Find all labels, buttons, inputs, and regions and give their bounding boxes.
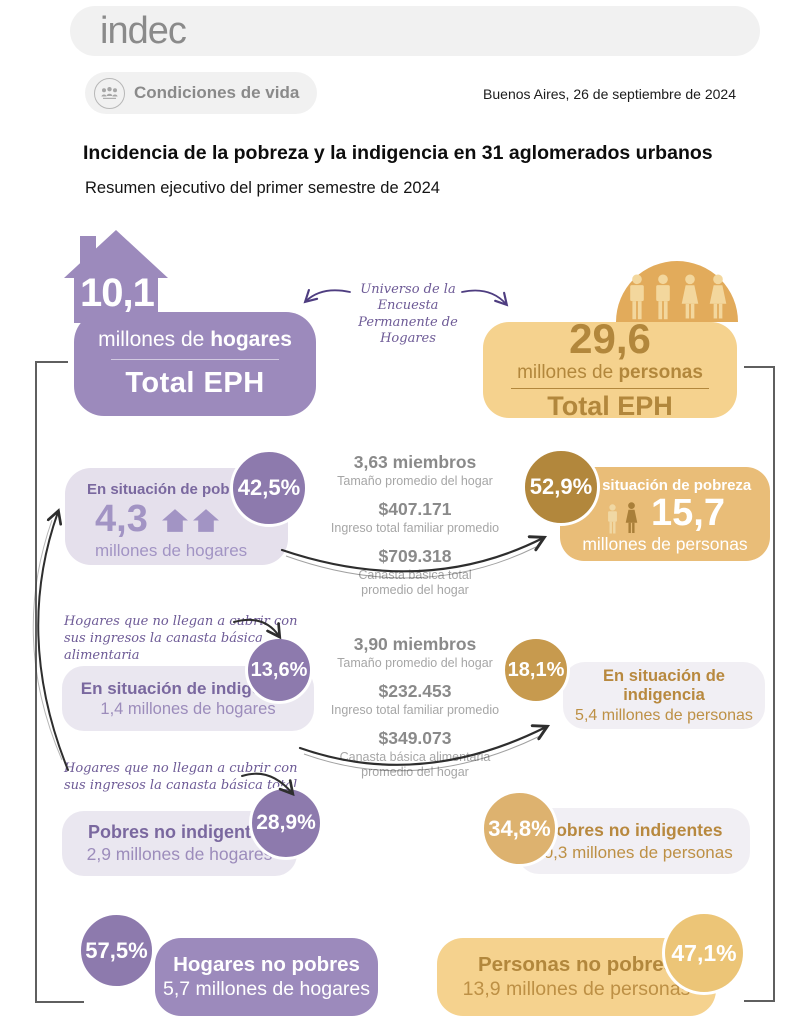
persons-total-card: 29,6 millones de personas Total EPH [483, 318, 737, 421]
poverty-households-unit: millones de hogares [95, 540, 248, 560]
stat-caption: Canasta básica alimentaria [339, 749, 491, 764]
poverty-persons-label: En situación de pobreza [578, 477, 752, 494]
page-title: Incidencia de la pobreza y la indigencia… [83, 142, 713, 164]
pni-households-pct-badge: 28,9% [249, 786, 323, 860]
households-total-card: millones de hogares Total EPH [74, 312, 316, 416]
indigence-households-label: En situación de indigencia [80, 678, 296, 698]
households-total-value: 10,1 [80, 271, 155, 315]
logo-pill: indec [70, 6, 760, 56]
poor-not-indigent-definition-note: Hogares que no llegan a cubrir con sus i… [64, 761, 298, 793]
section-label: Condiciones de vida [134, 83, 300, 102]
pni-households-label: Pobres no indigentes [87, 822, 272, 842]
pni-households-value: 2,9 millones de hogares [86, 844, 273, 864]
persons-total-value: 29,6 [569, 315, 651, 362]
arrow-echo [32, 519, 63, 761]
poverty-persons-unit: millones de personas [582, 533, 748, 554]
pni-persons-label: Pobres no indigentes [544, 819, 723, 840]
stat-caption: Ingreso total familiar promedio [330, 520, 500, 535]
not-poor-persons-value: 13,9 millones de personas [462, 978, 691, 1000]
stat-caption: promedio del hogar [361, 764, 469, 779]
stat-value: $349.073 [378, 727, 452, 748]
poverty-households-label: En situación de pobreza [87, 481, 260, 498]
indec-logo: indec [100, 9, 187, 52]
poverty-average-stats: 3,63 miembros Tamaño promedio del hogar $… [327, 452, 503, 608]
not-poor-households-value: 5,7 millones de hogares [162, 978, 371, 1000]
stat-value: $407.171 [378, 498, 452, 519]
pni-persons-value: 10,3 millones de personas [534, 842, 733, 862]
stat-caption: promedio del hogar [361, 582, 469, 597]
indigence-households-value: 1,4 millones de hogares [100, 699, 276, 718]
people-group-icon [94, 77, 125, 109]
indigence-persons-label: En situación de indigencia [603, 666, 725, 704]
poverty-persons-pct-badge: 52,9% [522, 448, 600, 526]
divider [111, 359, 279, 360]
persons-unit: millones de personas [511, 360, 709, 389]
universe-note: Universo de la Encuesta Permanente de Ho… [358, 282, 458, 346]
dateline: Buenos Aires, 26 de septiembre de 2024 [483, 86, 736, 102]
universe-arrow-left-icon [303, 288, 351, 304]
persons-total-label: Total EPH [547, 391, 673, 421]
indigence-households-pct-badge: 13,6% [245, 636, 313, 704]
poverty-households-card: En situación de pobreza 4,3 millones de … [65, 468, 288, 565]
stat-value: $232.453 [378, 680, 452, 701]
indigence-persons-value: 5,4 millones de personas [575, 706, 753, 724]
stat-caption: Tamaño promedio del hogar [337, 473, 493, 488]
not-poor-persons-label: Personas no pobres [477, 953, 676, 976]
not-poor-households-pct-badge: 57,5% [78, 912, 155, 989]
stat-value: $709.318 [378, 545, 452, 566]
households-total-label: Total EPH [125, 367, 265, 399]
poverty-persons-value: 15,7 [651, 492, 725, 534]
stat-caption: Ingreso total familiar promedio [330, 702, 500, 717]
stat-value: 3,63 miembros [353, 452, 477, 472]
indigence-persons-card: En situación de indigencia 5,4 millones … [563, 662, 765, 729]
page-subtitle: Resumen ejecutivo del primer semestre de… [85, 179, 440, 197]
stat-caption: Tamaño promedio del hogar [337, 655, 493, 670]
stat-value: 3,90 miembros [353, 634, 477, 654]
poverty-households-pct-badge: 42,5% [230, 449, 308, 527]
houses-icon [161, 509, 219, 532]
poverty-households-value: 4,3 [95, 498, 148, 540]
indigence-average-stats: 3,90 miembros Tamaño promedio del hogar $… [327, 634, 503, 790]
people-dome-icon [616, 261, 738, 322]
universe-arrow-right-icon [461, 289, 509, 307]
not-poor-persons-pct-badge: 47,1% [662, 911, 746, 995]
poverty-persons-card: En situación de pobreza 15,7 millones de… [560, 467, 770, 561]
stat-caption: Canasta básica total [358, 567, 472, 582]
not-poor-households-label: Hogares no pobres [173, 953, 360, 976]
section-badge: Condiciones de vida [85, 72, 317, 114]
not-poor-households-card: Hogares no pobres 5,7 millones de hogare… [155, 938, 378, 1016]
households-unit: millones de hogares [98, 328, 292, 351]
pni-persons-pct-badge: 34,8% [481, 790, 558, 867]
indigence-persons-pct-badge: 18,1% [502, 636, 570, 704]
persons-icon [608, 502, 638, 534]
